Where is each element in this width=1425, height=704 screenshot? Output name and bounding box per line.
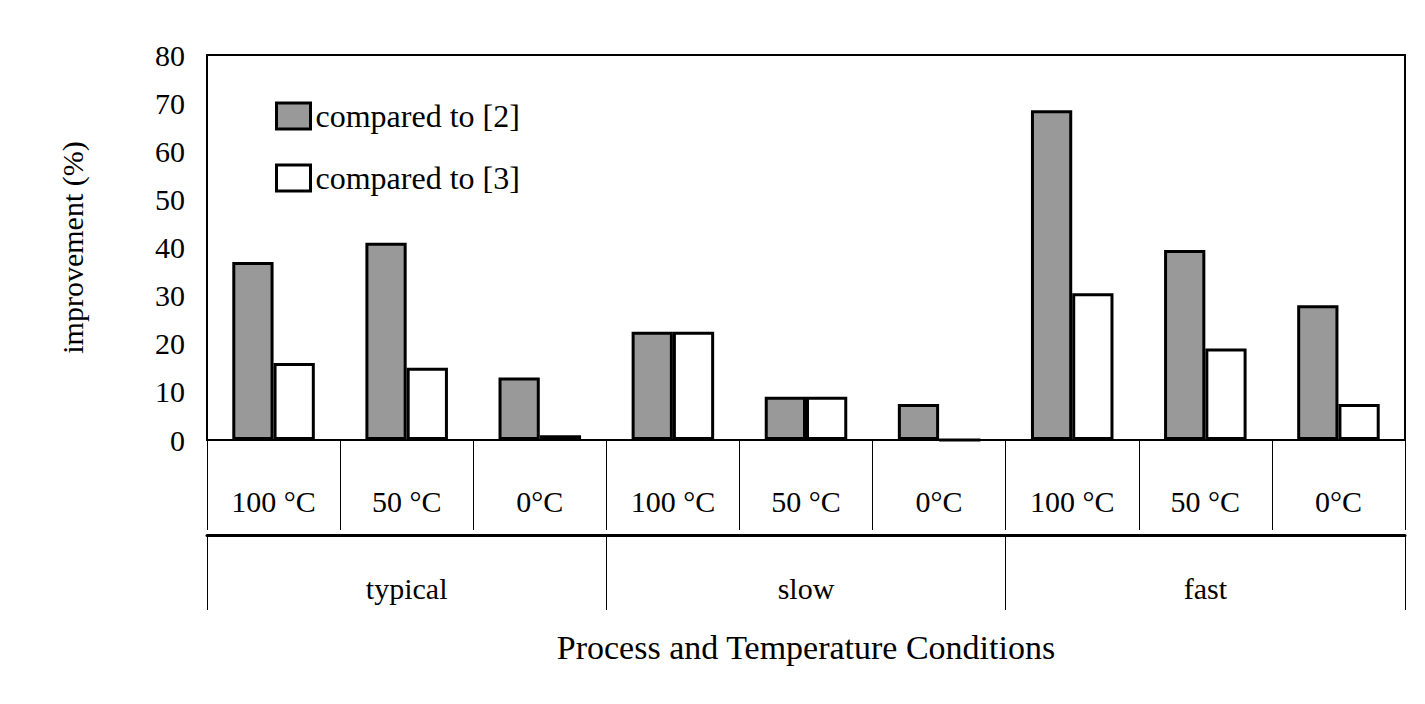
svg-text:50: 50 xyxy=(155,183,185,216)
svg-text:50 °C: 50 °C xyxy=(771,485,841,518)
svg-text:60: 60 xyxy=(155,135,185,168)
svg-text:slow: slow xyxy=(778,572,835,605)
svg-text:compared to [2]: compared to [2] xyxy=(316,98,520,134)
svg-text:typical: typical xyxy=(366,572,448,605)
svg-text:20: 20 xyxy=(155,327,185,360)
svg-text:100 °C: 100 °C xyxy=(231,485,316,518)
svg-text:100 °C: 100 °C xyxy=(631,485,716,518)
svg-text:0°C: 0°C xyxy=(516,485,563,518)
svg-text:0: 0 xyxy=(170,424,185,457)
svg-text:50 °C: 50 °C xyxy=(1171,485,1241,518)
svg-text:100 °C: 100 °C xyxy=(1030,485,1115,518)
svg-text:40: 40 xyxy=(155,231,185,264)
svg-text:compared to [3]: compared to [3] xyxy=(316,160,520,196)
svg-text:10: 10 xyxy=(155,375,185,408)
svg-text:improvement (%): improvement (%) xyxy=(56,141,90,353)
svg-text:fast: fast xyxy=(1184,572,1228,605)
svg-text:Process and Temperature Condit: Process and Temperature Conditions xyxy=(557,629,1055,666)
svg-text:0°C: 0°C xyxy=(1315,485,1362,518)
svg-text:70: 70 xyxy=(155,87,185,120)
svg-text:50 °C: 50 °C xyxy=(372,485,442,518)
svg-text:80: 80 xyxy=(155,39,185,72)
svg-text:30: 30 xyxy=(155,279,185,312)
svg-text:0°C: 0°C xyxy=(916,485,963,518)
